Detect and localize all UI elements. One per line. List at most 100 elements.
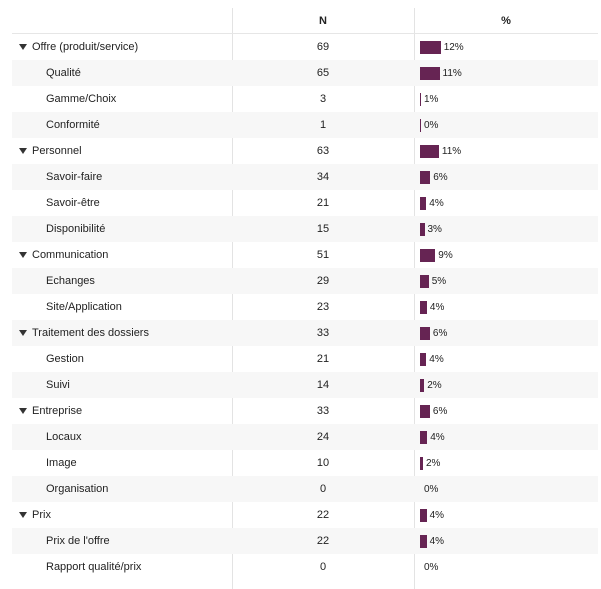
row-count: 24 [316,431,330,443]
percent-bar [420,222,425,236]
table-row: Gamme/Choix 3 1% [12,86,598,112]
row-count: 0 [319,561,327,573]
table-row[interactable]: Traitement des dossiers 33 6% [12,320,598,346]
percent-bar [420,40,441,54]
table-row: Qualité 65 11% [12,60,598,86]
row-count: 29 [316,275,330,287]
percent-bar [420,274,429,288]
row-label: Gestion [46,353,84,365]
percent-bar [420,456,423,470]
row-label: Entreprise [32,405,83,417]
percent-bar [420,196,427,210]
header-n[interactable]: N [319,14,327,27]
percent-bar [420,92,421,106]
percent-bar [420,430,428,444]
row-count: 10 [316,457,330,469]
caret-down-icon[interactable] [19,330,27,336]
caret-down-icon[interactable] [19,512,27,518]
row-label: Locaux [46,431,82,443]
row-count: 51 [316,249,330,261]
row-count: 69 [316,41,330,53]
percent-bar [420,170,431,184]
table-row: Site/Application 23 4% [12,294,598,320]
row-label: Communication [32,249,109,261]
row-label: Organisation [46,483,109,495]
row-percent: 5% [431,275,447,287]
percent-bar [420,326,430,340]
row-count: 33 [316,327,330,339]
row-label: Image [46,457,77,469]
row-percent: 4% [429,509,445,521]
table-header: N % [12,8,598,34]
row-percent: 1% [424,93,439,105]
row-label: Site/Application [46,301,122,313]
row-count: 1 [319,119,327,131]
percent-bar [420,352,427,366]
table-row: Disponibilité 15 3% [12,216,598,242]
row-count: 63 [316,145,330,157]
row-label: Disponibilité [46,223,106,235]
percent-bar [420,508,427,522]
row-percent: 6% [432,327,448,339]
table-row[interactable]: Communication 51 9% [12,242,598,268]
table-row[interactable]: Entreprise 33 6% [12,398,598,424]
row-label: Gamme/Choix [46,93,117,105]
row-label: Echanges [46,275,95,287]
row-label: Qualité [46,67,81,79]
row-count: 21 [316,353,330,365]
row-percent: 0% [424,483,439,495]
row-percent: 6% [433,171,448,183]
percent-bar [420,404,430,418]
table-row: Savoir-faire 34 6% [12,164,598,190]
row-count: 23 [316,301,330,313]
row-label: Savoir-faire [46,171,103,183]
percent-bar [420,378,425,392]
row-count: 22 [316,535,330,547]
row-label: Rapport qualité/prix [46,561,142,573]
row-percent: 4% [429,535,445,547]
table-row[interactable]: Personnel 63 11% [12,138,598,164]
percent-bar [420,144,439,158]
row-count: 0 [319,483,327,495]
table-row: Conformité 1 0% [12,112,598,138]
row-label: Conformité [46,119,100,131]
row-count: 15 [316,223,330,235]
table-row: Rapport qualité/prix 0 0% [12,554,598,580]
caret-down-icon[interactable] [19,148,27,154]
percent-bar [420,66,440,80]
row-percent: 4% [430,431,445,443]
row-count: 65 [316,67,330,79]
table-row: Suivi 14 2% [12,372,598,398]
row-count: 14 [316,379,330,391]
row-label: Traitement des dossiers [32,327,149,339]
row-percent: 11% [442,67,462,79]
column-divider [232,8,233,589]
row-count: 33 [316,405,330,417]
table-row: Locaux 24 4% [12,424,598,450]
row-label: Prix de l'offre [46,535,110,547]
caret-down-icon[interactable] [19,252,27,258]
row-count: 3 [319,93,327,105]
row-count: 21 [316,197,330,209]
row-percent: 4% [429,353,444,365]
table-row[interactable]: Offre (produit/service) 69 12% [12,34,598,60]
column-divider [414,8,415,589]
row-percent: 12% [443,41,464,53]
percent-bar [420,300,427,314]
header-pct[interactable]: % [501,14,511,27]
row-percent: 0% [424,561,439,573]
percent-bar [420,248,436,262]
row-percent: 2% [426,457,441,469]
row-percent: 9% [438,249,453,261]
table-row: Organisation 0 0% [12,476,598,502]
header-label [12,8,232,33]
table-row: Image 10 2% [12,450,598,476]
caret-down-icon[interactable] [19,408,27,414]
row-label: Prix [32,509,51,521]
row-percent: 2% [427,379,442,391]
table-row[interactable]: Prix 22 4% [12,502,598,528]
caret-down-icon[interactable] [19,44,27,50]
percent-bar [420,118,421,132]
row-percent: 4% [429,301,445,313]
row-percent: 4% [429,197,444,209]
